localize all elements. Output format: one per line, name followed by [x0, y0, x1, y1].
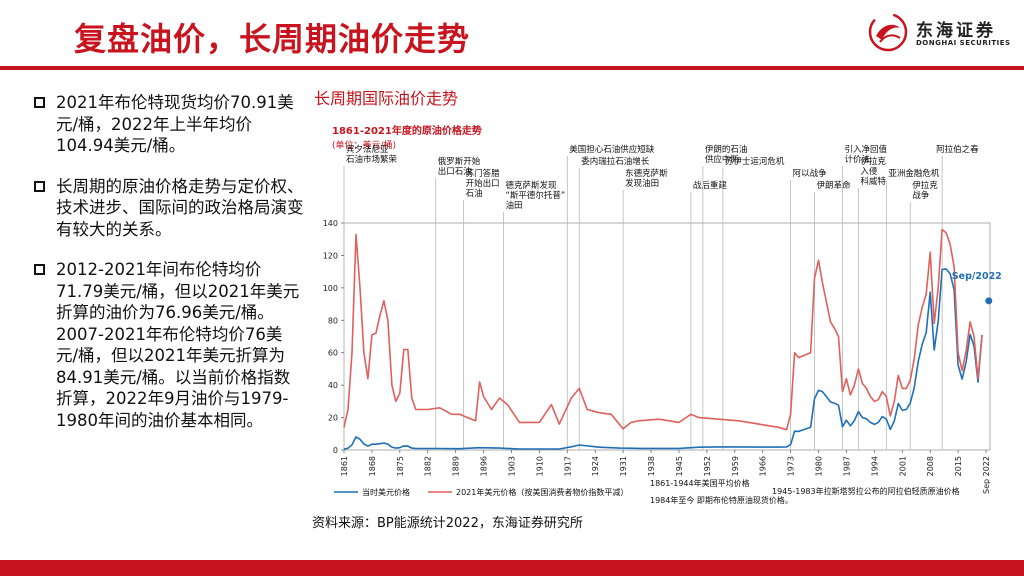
event-label: 德克萨斯发现 — [506, 180, 558, 191]
y-tick-label: 40 — [328, 381, 338, 390]
event-label: 伊朗的石油 — [705, 144, 748, 155]
square-bullet-icon — [34, 97, 45, 108]
x-tick-label: 1987 — [842, 456, 851, 476]
square-bullet-icon — [34, 264, 45, 275]
chart-subtitle: (单位：美元/桶) — [332, 139, 396, 151]
x-tick-label: 1910 — [535, 456, 544, 476]
x-tick-label: 1875 — [396, 456, 405, 476]
legend-label-real: 2021年美元价格（按美国消费者物价指数平减） — [456, 487, 628, 497]
event-label: 供应中断 — [705, 154, 740, 165]
bullet-item: 长周期的原油价格走势与定价权、技术进步、国际间的政治格局演变有较大的关系。 — [34, 176, 304, 241]
x-tick-label: Sep 2022 — [982, 456, 991, 494]
x-tick-label: 1889 — [452, 456, 461, 476]
x-tick-label: 1994 — [870, 456, 879, 476]
x-tick-label: 1966 — [759, 456, 768, 476]
series-line-real — [343, 228, 983, 431]
logo-name-cn: 东海证券 — [916, 21, 996, 41]
bullet-text: 2012-2021年间布伦特均价71.79美元/桶，但以2021年美元折算的油价… — [56, 260, 300, 430]
event-label: 开始出口 — [466, 178, 500, 189]
event-label: 油田 — [506, 200, 523, 211]
x-tick-label: 1938 — [647, 456, 656, 476]
bullet-item: 2021年布伦特现货均价70.91美元/桶，2022年上半年均价104.94美元… — [34, 92, 304, 157]
y-tick-label: 100 — [323, 284, 338, 293]
x-tick-label: 1945 — [675, 456, 684, 476]
source-note: 资料来源：BP能源统计2022，东海证券研究所 — [312, 516, 583, 531]
event-label: 东德克萨斯 — [625, 168, 668, 179]
title-divider — [0, 66, 1024, 70]
chart-title: 1861-2021年度的原油价格走势 — [332, 124, 482, 137]
x-tick-label: 1903 — [507, 456, 516, 476]
x-tick-label: 1896 — [480, 456, 489, 476]
event-label: 发现油田 — [625, 178, 659, 189]
plot-frame — [343, 222, 991, 451]
x-tick-label: 1917 — [563, 456, 572, 476]
x-tick-label: 1980 — [815, 456, 824, 476]
event-label: 伊拉克 — [912, 180, 938, 191]
page-title: 复盘油价，长周期油价走势 — [74, 20, 471, 58]
event-label: 计价法 — [844, 154, 870, 165]
footer-bar — [0, 560, 1024, 576]
event-label: 亚洲金融危机 — [888, 168, 940, 179]
x-tick-label: 1924 — [591, 456, 600, 476]
legend-note: 1984年至今 即期布伦特原油现货价格。 — [650, 495, 793, 505]
event-label: 委内瑞拉石油增长 — [581, 156, 650, 167]
legend-note: 1861-1944年美国平均价格 — [650, 478, 750, 488]
event-label: 宾夕法尼亚 — [346, 144, 389, 155]
event-label: 出口石油 — [438, 166, 472, 177]
event-label: 科威特 — [860, 176, 886, 187]
logo-name-en: DONGHAI SECURITIES — [916, 39, 1011, 47]
event-label: 阿拉伯之春 — [936, 144, 979, 155]
y-tick-label: 20 — [328, 414, 338, 423]
event-label: 伊朗革命 — [817, 180, 852, 191]
y-tick-label: 80 — [328, 316, 338, 325]
x-tick-label: 1861 — [340, 456, 349, 476]
x-tick-label: 2008 — [926, 456, 935, 476]
y-tick-label: 140 — [323, 219, 338, 228]
event-label: 引入净回值 — [844, 144, 887, 155]
company-logo: 东海证券 DONGHAI SECURITIES — [866, 10, 1016, 56]
sep-2022-label: Sep/2022 — [952, 271, 1002, 282]
x-tick-label: 1931 — [619, 456, 628, 476]
y-tick-label: 0 — [333, 446, 338, 455]
event-label: 苏门答腊 — [466, 168, 501, 179]
event-label: 伊拉克 — [860, 156, 886, 167]
x-tick-label: 1868 — [368, 456, 377, 476]
bullet-item: 2012-2021年间布伦特均价71.79美元/桶，但以2021年美元折算的油价… — [34, 259, 304, 431]
event-label: “斯平德尔托普” — [506, 190, 566, 201]
y-tick-label: 60 — [328, 349, 338, 358]
event-label: 美国担心石油供应短缺 — [569, 144, 655, 155]
bullet-text: 2021年布伦特现货均价70.91美元/桶，2022年上半年均价104.94美元… — [56, 93, 294, 155]
y-tick-label: 120 — [323, 251, 338, 260]
event-label: 战争 — [912, 190, 930, 201]
bullet-list: 2021年布伦特现货均价70.91美元/桶，2022年上半年均价104.94美元… — [34, 92, 304, 450]
chart-heading: 长周期国际油价走势 — [314, 89, 459, 108]
x-tick-label: 1952 — [703, 456, 712, 476]
event-label: 入侵 — [860, 166, 878, 177]
square-bullet-icon — [34, 180, 45, 192]
legend-label-nominal: 当时美元价格 — [362, 487, 410, 497]
event-label: 战后重建 — [693, 180, 728, 191]
x-tick-label: 1882 — [424, 456, 433, 476]
legend-note: 1945-1983年拉斯塔努拉公布的阿拉伯轻质原油价格 — [772, 486, 960, 496]
logo-emblem-icon — [868, 12, 908, 52]
bullet-text: 长周期的原油价格走势与定价权、技术进步、国际间的政治格局演变有较大的关系。 — [56, 176, 304, 239]
event-label: 苏伊士运河危机 — [725, 156, 785, 167]
x-tick-label: 1959 — [731, 456, 740, 476]
event-label: 石油市场繁荣 — [346, 154, 398, 165]
x-tick-label: 2015 — [954, 456, 963, 476]
series-line-nominal — [343, 268, 983, 450]
event-label: 阿以战争 — [793, 168, 828, 179]
event-label: 俄罗斯开始 — [438, 156, 481, 167]
event-label: 石油 — [466, 188, 483, 199]
sep-2022-point — [985, 297, 993, 305]
x-tick-label: 2001 — [898, 456, 907, 476]
x-tick-label: 1973 — [787, 456, 796, 476]
